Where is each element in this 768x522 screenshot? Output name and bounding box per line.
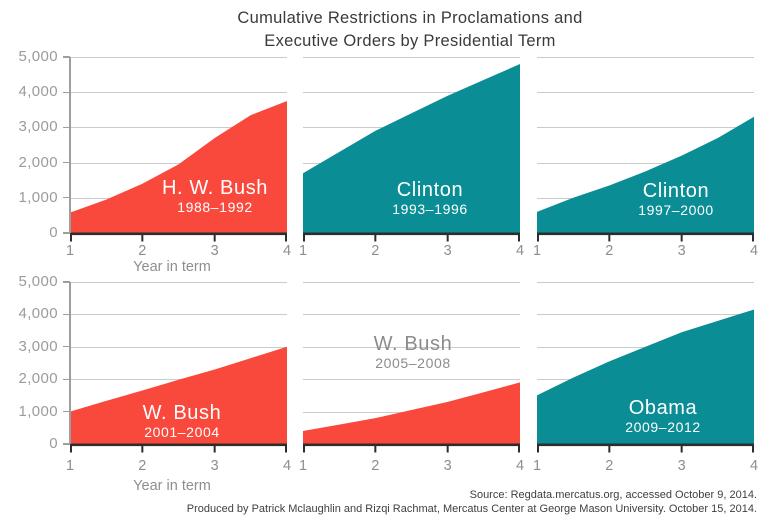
x-tick-label: 3 — [677, 243, 686, 259]
area-chart-svg — [70, 282, 287, 453]
x-tick-label: 1 — [65, 458, 75, 474]
area-chart-svg — [537, 57, 754, 242]
panel-w-bush-2005-2008: W. Bush 2005–2008 1 2 3 4 — [299, 282, 524, 474]
y-tick-mark — [63, 443, 70, 445]
y-axis-line — [69, 282, 71, 444]
y-tick-mark — [63, 313, 70, 315]
area-label: Clinton 1993–1996 — [392, 179, 467, 218]
president-name: Clinton — [642, 180, 710, 202]
area-label: W. Bush 2001–2004 — [143, 402, 222, 441]
y-tick-label: 2,000 — [18, 153, 58, 171]
y-tick-label: 1,000 — [18, 188, 58, 206]
y-tick-mark — [63, 281, 70, 283]
y-tick-label: 5,000 — [18, 273, 58, 290]
y-tick-mark — [63, 162, 70, 164]
y-tick-label: 5,000 — [18, 48, 58, 65]
x-tick-label: 4 — [749, 243, 759, 259]
x-tick-label: 4 — [282, 458, 292, 474]
y-tick-label: 0 — [49, 224, 58, 241]
y-tick-mark — [63, 411, 70, 413]
x-tick-label: 4 — [515, 243, 525, 259]
president-name: Clinton — [396, 179, 464, 201]
term-years: 2001–2004 — [144, 424, 220, 440]
x-tick-label: 2 — [605, 243, 614, 259]
area-chart-svg — [537, 282, 754, 453]
y-tick-label: 4,000 — [18, 83, 58, 101]
y-tick-label: 1,000 — [18, 402, 58, 420]
x-tick-label: 4 — [515, 458, 525, 474]
term-years: 1993–1996 — [392, 201, 468, 217]
footer-credit: Produced by Patrick Mclaughlin and Rizqi… — [186, 503, 757, 515]
y-tick-label: 4,000 — [18, 305, 58, 323]
y-tick-mark — [63, 232, 70, 234]
term-years: 1997–2000 — [638, 202, 714, 218]
x-tick-label: 2 — [371, 458, 380, 474]
term-years: 2009–2012 — [625, 419, 701, 435]
chart-title-line1: Cumulative Restrictions in Proclamations… — [237, 9, 583, 27]
x-tick-label: 1 — [298, 458, 308, 474]
area-label: W. Bush 2005–2008 — [374, 333, 453, 372]
x-tick-label: 4 — [749, 458, 759, 474]
x-tick-label: 3 — [443, 243, 452, 259]
y-tick-mark — [63, 56, 70, 58]
president-name: W. Bush — [373, 333, 453, 355]
x-tick-label: 4 — [282, 243, 292, 259]
area-chart-svg — [303, 282, 520, 453]
x-tick-label: 3 — [210, 458, 219, 474]
term-years: 1988–1992 — [177, 199, 253, 215]
x-tick-label: 3 — [677, 458, 686, 474]
panel-clinton-1997-2000: Clinton 1997–2000 1 2 3 4 — [533, 57, 758, 259]
x-tick-label: 1 — [298, 243, 308, 259]
chart-title: Cumulative Restrictions in Proclamations… — [40, 7, 768, 53]
y-axis-line — [69, 57, 71, 233]
x-tick-label: 1 — [532, 243, 542, 259]
x-tick-label: 2 — [605, 458, 614, 474]
president-name: H. W. Bush — [161, 177, 269, 199]
area-label: H. W. Bush 1988–1992 — [162, 177, 268, 216]
term-years: 2005–2008 — [375, 355, 451, 371]
y-tick-label: 3,000 — [18, 118, 58, 136]
area-label: Obama 2009–2012 — [625, 397, 700, 436]
y-tick-mark — [63, 378, 70, 380]
panel-w-bush-2001-2004: W. Bush 2001–2004 1 2 3 4 — [66, 282, 291, 474]
panel-clinton-1993-1996: Clinton 1993–1996 1 2 3 4 — [299, 57, 524, 259]
area-chart-svg — [70, 57, 287, 242]
y-tick-mark — [63, 346, 70, 348]
x-tick-label: 1 — [532, 458, 542, 474]
president-name: Obama — [628, 397, 698, 419]
y-tick-label: 0 — [49, 435, 58, 452]
chart-title-line2: Executive Orders by Presidential Term — [264, 32, 556, 50]
panel-obama-2009-2012: Obama 2009–2012 1 2 3 4 — [533, 282, 758, 474]
y-tick-label: 3,000 — [18, 337, 58, 355]
x-tick-label: 1 — [65, 243, 75, 259]
y-tick-mark — [63, 91, 70, 93]
x-tick-label: 3 — [210, 243, 219, 259]
y-tick-mark — [63, 126, 70, 128]
president-name: W. Bush — [142, 402, 222, 424]
area-label: Clinton 1997–2000 — [638, 180, 713, 219]
area-chart-svg — [303, 57, 520, 242]
y-tick-label: 2,000 — [18, 370, 58, 388]
x-axis-title-row2: Year in term — [133, 478, 211, 494]
y-tick-mark — [63, 197, 70, 199]
x-tick-label: 2 — [371, 243, 380, 259]
footer-source: Source: Regdata.mercatus.org, accessed O… — [469, 489, 757, 501]
panel-hw-bush-1988-1992: H. W. Bush 1988–1992 1 2 3 4 — [66, 57, 291, 259]
x-axis-title-row1: Year in term — [133, 259, 211, 275]
x-tick-label: 3 — [443, 458, 452, 474]
x-tick-label: 2 — [138, 458, 147, 474]
x-tick-label: 2 — [138, 243, 147, 259]
